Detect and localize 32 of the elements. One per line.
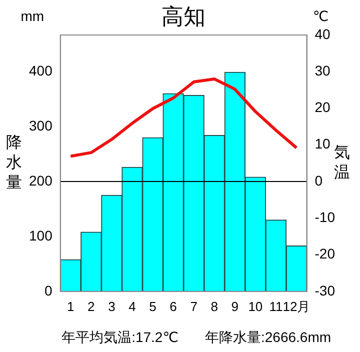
chart-title: 高知 <box>162 4 206 30</box>
x-tick-label: 11 <box>269 298 283 314</box>
y2-axis-title: 気温 <box>334 144 350 182</box>
x-tick-label: 4 <box>128 298 136 314</box>
x-tick-label: 6 <box>170 298 177 314</box>
y-tick-label: 300 <box>29 117 53 134</box>
y2-tick-label: -20 <box>314 246 336 262</box>
y-tick-label: 100 <box>29 227 53 244</box>
y2-tick-label: -10 <box>314 209 336 225</box>
y-tick-label: 200 <box>29 172 53 188</box>
text: 年平均気温:17.2℃ <box>62 328 178 345</box>
x-tick-label: 3 <box>108 298 116 314</box>
text: ℃ <box>312 8 329 24</box>
y2-tick-label: 20 <box>314 99 331 116</box>
x-tick-label: 9 <box>231 298 239 314</box>
y2-tick-label: -30 <box>314 282 336 298</box>
y2-tick-label: 30 <box>314 62 331 78</box>
x-tick-label: 1 <box>67 298 74 314</box>
x-tick-label: 10 <box>248 298 263 314</box>
x-tick-label: 5 <box>149 298 156 314</box>
y-axis-title: 降水量 <box>6 134 22 192</box>
text: 年降水量:2666.6mm <box>204 328 332 345</box>
x-tick-label: 8 <box>210 298 218 314</box>
x-tick-label: 2 <box>88 298 95 314</box>
y-tick-label: 400 <box>29 62 53 79</box>
x-tick-label: 7 <box>190 298 198 314</box>
x-tick-label: 12月 <box>282 298 310 314</box>
y2-tick-label: 0 <box>314 172 323 188</box>
y-tick-label: 0 <box>44 282 53 298</box>
y2-tick-label: 10 <box>314 136 331 152</box>
y2-tick-label: 40 <box>314 26 331 42</box>
text: mm <box>20 8 44 24</box>
